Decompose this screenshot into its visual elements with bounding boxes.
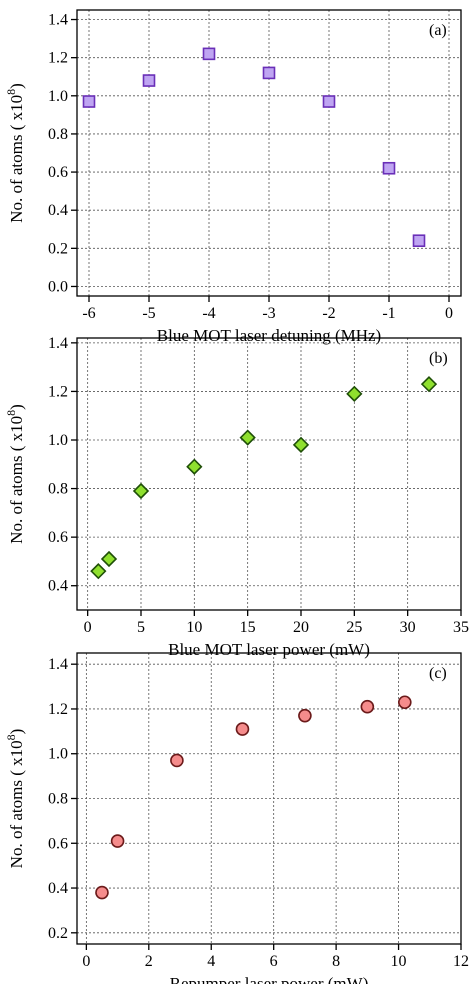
- data-point-circle: [110, 834, 125, 848]
- data-points: [95, 695, 412, 900]
- panel-b: 0 5 10 15 20 25 30 35 0.4 0.6 0.8 1.0 1.2 1.4 (b) Blu…: [4, 335, 469, 659]
- grid-lines: [77, 653, 461, 944]
- x-tick-label: -6: [82, 305, 95, 322]
- plot-frame: [76, 337, 462, 611]
- data-point-diamond: [100, 550, 118, 568]
- axis-ticks: -6 -5 -4 -3 -2 -1 0 0.0 0.2 0.4 0.6 0.8 1.0 1.2 1.4: [48, 12, 453, 322]
- axis-ticks: 0 5 10 15 20 25 30 35 0.4 0.6 0.8 1.0 1.2 1.4: [48, 335, 469, 636]
- data-point-diamond: [239, 429, 256, 446]
- y-axis-label-close: ): [7, 83, 26, 89]
- x-tick-label: -4: [202, 305, 215, 322]
- x-axis-label: Blue MOT laser detuning (MHz): [157, 326, 381, 345]
- data-point-diamond: [420, 376, 438, 393]
- data-point-square: [82, 95, 96, 108]
- x-tick-label: 10: [391, 953, 407, 970]
- data-point-diamond: [346, 385, 363, 402]
- y-tick-label: 0.4: [48, 578, 68, 595]
- x-tick-label: 0: [84, 619, 92, 636]
- x-tick-label: 30: [400, 619, 416, 636]
- y-tick-label: 0.6: [48, 835, 68, 852]
- x-tick-label: 2: [145, 953, 153, 970]
- y-axis-label-exponent: 8: [4, 410, 18, 416]
- y-tick-label: 0.8: [48, 126, 68, 143]
- y-tick-label: 0.2: [48, 925, 68, 942]
- y-tick-label: 1.0: [48, 432, 68, 449]
- data-point-circle: [298, 708, 312, 723]
- y-axis-label: No. of atoms ( x108): [4, 729, 26, 869]
- x-tick-label: 5: [137, 619, 145, 636]
- y-tick-label: 1.0: [48, 88, 68, 105]
- plot-frame: [76, 9, 462, 297]
- y-axis-label: No. of atoms ( x108): [4, 404, 26, 544]
- data-point-square: [412, 234, 426, 248]
- data-points: [90, 376, 438, 580]
- y-tick-label: 0.0: [48, 278, 68, 295]
- data-point-square: [142, 74, 156, 87]
- data-point-diamond: [292, 436, 310, 453]
- y-axis-label-exponent: 8: [4, 734, 18, 740]
- y-axis-label-close: ): [7, 729, 26, 735]
- y-axis-label-main: No. of atoms ( x10: [7, 416, 26, 544]
- data-point-circle: [398, 695, 412, 710]
- y-tick-label: 0.2: [48, 240, 68, 257]
- x-tick-label: 20: [293, 619, 309, 636]
- y-axis-label-main: No. of atoms ( x10: [7, 95, 26, 223]
- y-tick-label: 1.4: [48, 656, 68, 673]
- data-point-diamond: [90, 563, 107, 580]
- data-point-square: [202, 47, 216, 61]
- y-tick-label: 1.4: [48, 12, 68, 29]
- x-tick-label: 10: [186, 619, 202, 636]
- y-axis-label: No. of atoms ( x108): [4, 83, 26, 223]
- data-point-diamond: [132, 482, 150, 500]
- x-tick-label: 15: [240, 619, 256, 636]
- data-point-circle: [360, 699, 375, 714]
- grid-lines: [77, 10, 461, 296]
- data-point-circle: [235, 722, 250, 736]
- y-tick-label: 0.8: [48, 791, 68, 808]
- x-axis-label: Blue MOT laser power (mW): [168, 640, 370, 659]
- panel-c: 0 2 4 6 8 10 12 0.2 0.4 0.6 0.8 1.0 1.2 1.4 (c) Repum…: [4, 652, 469, 984]
- data-point-square: [262, 66, 276, 80]
- y-tick-label: 1.4: [48, 335, 68, 352]
- y-tick-label: 0.6: [48, 164, 68, 181]
- x-tick-label: -2: [322, 305, 335, 322]
- x-tick-label: 0: [445, 305, 453, 322]
- y-tick-label: 0.8: [48, 481, 68, 498]
- panel-a: -6 -5 -4 -3 -2 -1 0 0.0 0.2 0.4 0.6 0.8 1.0 1.2 1.4 (a…: [4, 9, 462, 345]
- x-tick-label: -5: [142, 305, 155, 322]
- x-tick-label: 12: [453, 953, 469, 970]
- x-tick-label: 6: [270, 953, 278, 970]
- data-point-square: [322, 95, 336, 108]
- y-axis-label-exponent: 8: [4, 89, 18, 95]
- panel-tag: (b): [429, 350, 448, 367]
- x-tick-label: -1: [382, 305, 395, 322]
- y-tick-label: 1.2: [48, 50, 68, 67]
- y-tick-label: 1.2: [48, 383, 68, 400]
- x-tick-label: 0: [82, 953, 90, 970]
- x-axis-label: Repumper laser power (mW): [170, 974, 369, 984]
- data-point-circle: [95, 885, 109, 900]
- data-points: [82, 47, 426, 248]
- x-tick-label: 8: [332, 953, 340, 970]
- y-axis-label-close: ): [7, 404, 26, 410]
- y-tick-label: 1.2: [48, 701, 68, 718]
- x-tick-label: 25: [346, 619, 362, 636]
- data-point-diamond: [186, 458, 203, 475]
- data-point-square: [382, 161, 396, 175]
- panel-tag: (c): [429, 665, 447, 682]
- x-tick-label: 35: [453, 619, 469, 636]
- y-tick-label: 0.4: [48, 880, 68, 897]
- axis-ticks: 0 2 4 6 8 10 12 0.2 0.4 0.6 0.8 1.0 1.2 1.4: [48, 656, 469, 970]
- y-tick-label: 0.4: [48, 202, 68, 219]
- y-axis-label-main: No. of atoms ( x10: [7, 740, 26, 868]
- y-tick-label: 0.6: [48, 529, 68, 546]
- x-tick-label: 4: [207, 953, 215, 970]
- x-tick-label: -3: [262, 305, 275, 322]
- grid-lines: [77, 338, 461, 610]
- panel-tag: (a): [429, 22, 447, 39]
- data-point-circle: [170, 753, 184, 768]
- y-tick-label: 1.0: [48, 746, 68, 763]
